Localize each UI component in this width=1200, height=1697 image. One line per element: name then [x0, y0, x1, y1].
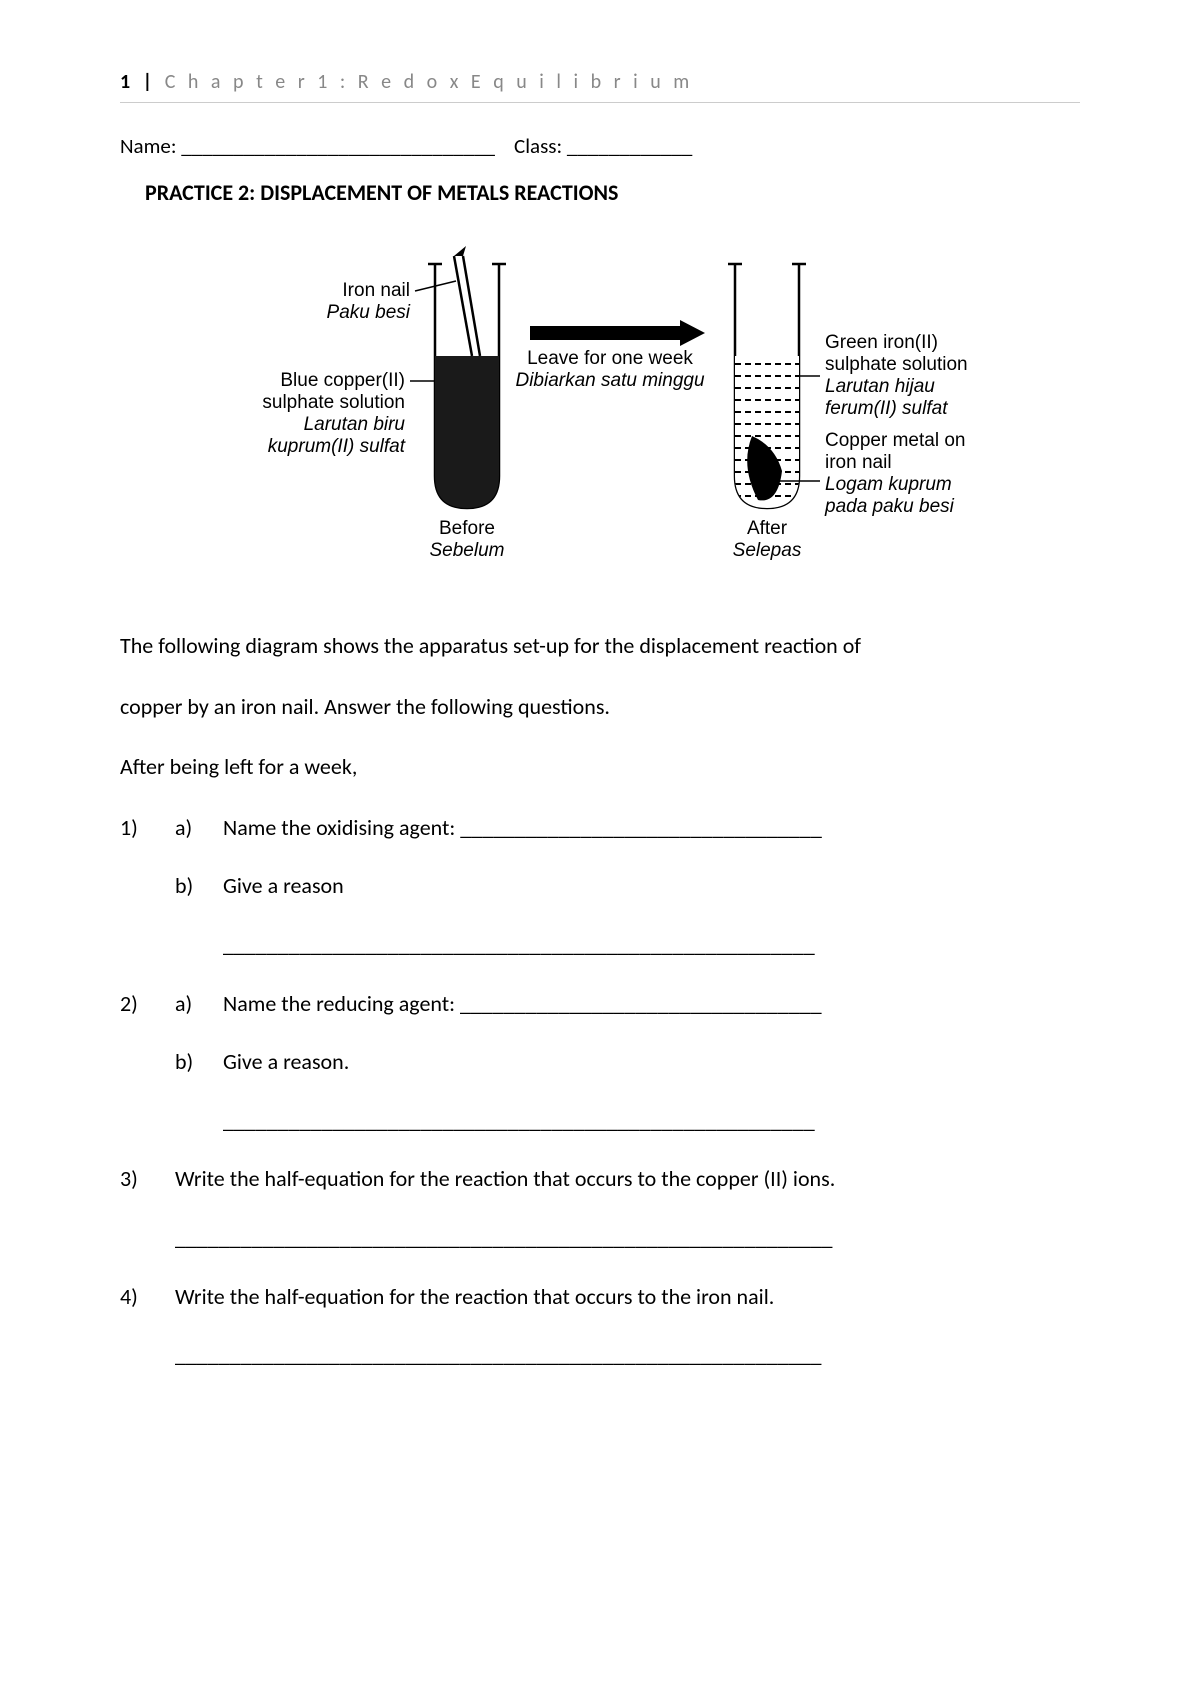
name-class-row: Name: ______________________________ Cla… — [120, 133, 1080, 159]
name-label: Name: — [120, 133, 176, 159]
arrow-icon — [530, 320, 705, 346]
q1b-blank[interactable]: ________________________________________… — [223, 920, 1080, 971]
label-leave-bm: Dibiarkan satu minggu — [515, 370, 704, 391]
label-copper-bm1: Logam kuprum — [825, 474, 952, 495]
label-blue-cu-bm1: Larutan biru — [304, 414, 406, 435]
label-green-fe-en1: Green iron(II) — [825, 332, 938, 353]
practice-title: PRACTICE 2: DISPLACEMENT OF METALS REACT… — [145, 179, 1080, 206]
class-blank[interactable]: ____________ — [567, 133, 693, 159]
label-copper-en1: Copper metal on — [825, 430, 965, 451]
label-blue-cu-en2: sulphate solution — [262, 392, 405, 413]
question-3: 3) Write the half-equation for the react… — [120, 1154, 1080, 1205]
experiment-diagram: Iron nail Paku besi Blue copper(II) sulp… — [210, 236, 990, 581]
q1a-text: Name the oxidising agent: ______________… — [223, 803, 1080, 854]
intro-line2: copper by an iron nail. Answer the follo… — [120, 682, 1080, 733]
label-leave-en: Leave for one week — [527, 348, 693, 369]
q2b-label: b) — [175, 1037, 223, 1088]
q3-blank[interactable]: ________________________________________… — [175, 1213, 1080, 1264]
name-blank[interactable]: ______________________________ — [181, 133, 495, 159]
question-2b: b) Give a reason. — [120, 1037, 1080, 1088]
after-tube-icon — [728, 264, 806, 516]
label-before-en: Before — [439, 518, 495, 539]
question-1a: 1) a) Name the oxidising agent: ________… — [120, 803, 1080, 854]
q1b-label: b) — [175, 861, 223, 912]
question-2a: 2) a) Name the reducing agent: _________… — [120, 979, 1080, 1030]
page-number: 1 — [120, 70, 130, 94]
label-after-en: After — [747, 518, 788, 539]
label-iron-nail-en: Iron nail — [342, 280, 410, 301]
q3-num: 3) — [120, 1154, 175, 1205]
label-after-bm: Selepas — [733, 540, 802, 561]
q3-text: Write the half-equation for the reaction… — [175, 1154, 1080, 1205]
label-green-fe-bm2: ferum(II) sulfat — [825, 398, 948, 419]
q2b-text: Give a reason. — [223, 1037, 1080, 1088]
class-label: Class: — [514, 133, 562, 159]
question-4: 4) Write the half-equation for the react… — [120, 1272, 1080, 1323]
q2-num: 2) — [120, 979, 175, 1030]
q4-text: Write the half-equation for the reaction… — [175, 1272, 1080, 1323]
label-blue-cu-bm2: kuprum(II) sulfat — [268, 436, 406, 457]
q4-num: 4) — [120, 1272, 175, 1323]
label-iron-nail-bm: Paku besi — [327, 302, 411, 323]
chapter-title: C h a p t e r 1 : R e d o x E q u i l i … — [165, 70, 694, 94]
q4-blank[interactable]: ________________________________________… — [175, 1330, 1080, 1381]
q2b-blank[interactable]: ________________________________________… — [223, 1096, 1080, 1147]
label-green-fe-bm1: Larutan hijau — [825, 376, 935, 397]
intro-line3: After being left for a week, — [120, 742, 1080, 793]
question-1b: b) Give a reason — [120, 861, 1080, 912]
q1-num: 1) — [120, 803, 175, 854]
page-header: 1 | C h a p t e r 1 : R e d o x E q u i … — [120, 70, 1080, 103]
q1a-label: a) — [175, 803, 223, 854]
label-before-bm: Sebelum — [430, 540, 505, 561]
label-green-fe-en2: sulphate solution — [825, 354, 968, 375]
label-blue-cu-en1: Blue copper(II) — [280, 370, 405, 391]
intro-line1: The following diagram shows the apparatu… — [120, 621, 1080, 672]
q2a-label: a) — [175, 979, 223, 1030]
header-separator: | — [143, 70, 153, 94]
q2a-text: Name the reducing agent: _______________… — [223, 979, 1080, 1030]
label-copper-en2: iron nail — [825, 452, 892, 473]
q1b-text: Give a reason — [223, 861, 1080, 912]
label-copper-bm2: pada paku besi — [824, 496, 955, 517]
